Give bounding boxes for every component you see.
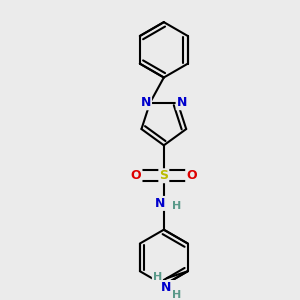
Text: N: N: [141, 96, 151, 109]
Text: H: H: [153, 272, 162, 282]
Text: S: S: [159, 169, 168, 182]
Text: O: O: [131, 169, 142, 182]
Text: O: O: [186, 169, 197, 182]
Text: H: H: [172, 290, 182, 300]
Text: N: N: [177, 96, 187, 109]
Text: N: N: [160, 281, 171, 294]
Text: H: H: [172, 201, 181, 211]
Text: N: N: [154, 197, 165, 210]
